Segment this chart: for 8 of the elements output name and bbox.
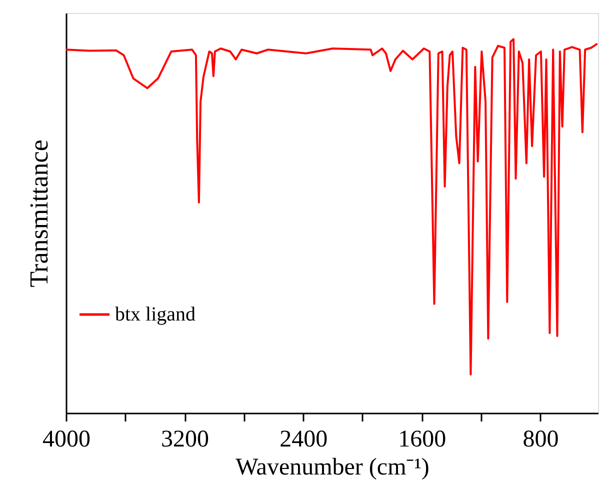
x-tick-label: 2400 (280, 426, 328, 452)
x-tick-label: 800 (522, 426, 559, 452)
x-axis-title: Wavenumber (cm⁻¹) (236, 454, 430, 480)
x-tick-label: 4000 (42, 426, 90, 452)
x-tick-label: 1600 (398, 426, 446, 452)
x-tick-label: 3200 (161, 426, 210, 452)
legend-label: btx ligand (115, 304, 196, 326)
y-axis-title: Transmittance (24, 140, 54, 288)
